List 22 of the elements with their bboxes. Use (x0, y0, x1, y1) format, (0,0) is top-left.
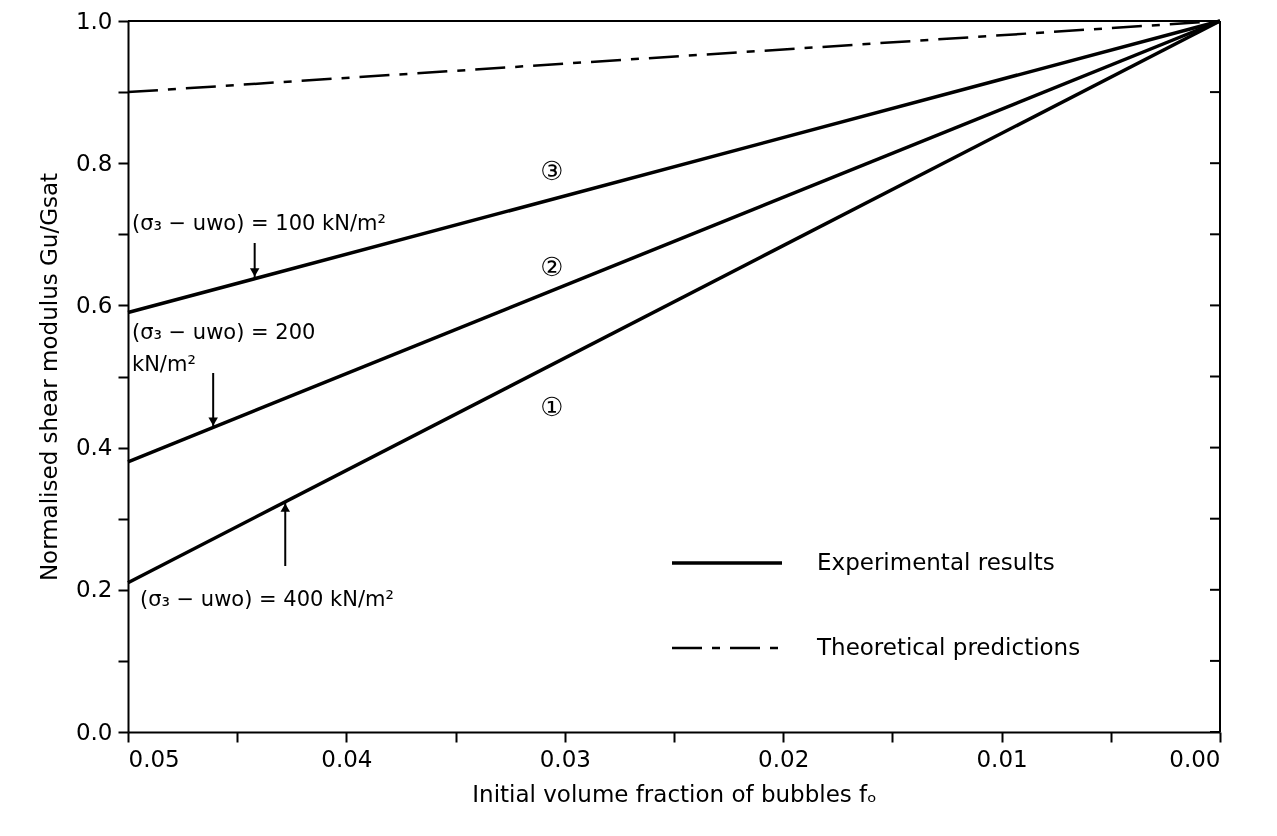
x-axis-title: Initial volume fraction of bubbles fₒ (472, 780, 877, 807)
x-tick-label: 0.02 (758, 745, 810, 772)
y-tick-label: 0.4 (75, 434, 113, 461)
y-axis-title: Normalised shear modulus Gu/Gsat (35, 172, 62, 582)
x-tick-label: 0.01 (976, 745, 1028, 772)
y-tick-label: 0.8 (75, 149, 113, 176)
annotation: ③ (540, 156, 564, 186)
legend-label: Theoretical predictions (816, 634, 1081, 660)
x-tick-label: 0.00 (1169, 745, 1221, 772)
annotation: (σ₃ − uwo) = 100 kN/m² (132, 211, 386, 235)
annotation: (σ₃ − uwo) = 200 kN/m² (132, 320, 316, 376)
y-tick-label: 0.2 (75, 576, 113, 603)
x-tick-label: 0.05 (128, 745, 180, 772)
y-tick-label: 1.0 (75, 7, 113, 34)
legend-label: Experimental results (817, 549, 1055, 575)
x-tick-label: 0.04 (321, 745, 373, 772)
y-tick-label: 0.0 (75, 718, 113, 745)
annotation: ② (540, 252, 564, 282)
annotation: ① (540, 392, 564, 422)
x-tick-label: 0.03 (539, 745, 591, 772)
annotation: (σ₃ − uwo) = 400 kN/m² (140, 587, 394, 611)
y-tick-label: 0.6 (75, 291, 113, 318)
